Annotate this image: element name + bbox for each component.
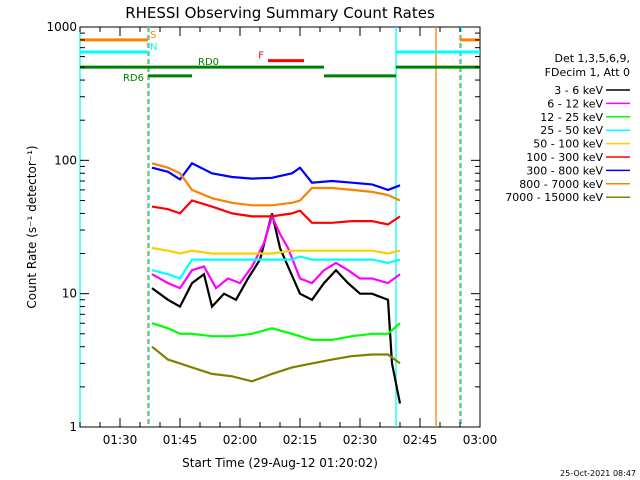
vertical-markers — [79, 27, 462, 427]
y-tick-label: 100 — [54, 153, 77, 167]
series-line — [151, 199, 401, 226]
y-axis: 1 10 100 1000 — [46, 20, 480, 434]
legend-label: 12 - 25 keV — [540, 111, 603, 124]
x-tick-label: 01:30 — [103, 433, 138, 447]
legend-label: 6 - 12 keV — [547, 97, 603, 110]
state-bar-label: F — [258, 51, 264, 62]
legend-title-line-1: Det 1,3,5,6,9, — [554, 52, 630, 65]
legend-label: 300 - 800 keV — [526, 164, 603, 177]
state-bar-label: RD6 — [123, 73, 144, 84]
x-axis: 01:30 01:45 02:00 02:15 02:30 02:45 03:00 — [79, 27, 498, 447]
legend-label: 50 - 100 keV — [533, 138, 603, 151]
series-line — [151, 213, 401, 290]
x-axis-label: Start Time (29-Aug-12 01:20:02) — [182, 456, 378, 470]
y-tick-label: 1000 — [46, 20, 77, 34]
legend: Det 1,3,5,6,9, FDecim 1, Att 0 3 - 6 keV… — [505, 52, 630, 204]
x-tick-label: 01:45 — [163, 433, 198, 447]
series-line — [151, 213, 402, 404]
plot-frame — [79, 26, 481, 428]
legend-title-line-2: FDecim 1, Att 0 — [545, 66, 630, 79]
series-line — [151, 322, 401, 341]
x-tick-label: 02:45 — [403, 433, 438, 447]
y-tick-label: 10 — [62, 287, 77, 301]
series-line — [151, 255, 401, 280]
series-line — [151, 161, 401, 192]
y-tick-label: 1 — [69, 420, 77, 434]
legend-label: 3 - 6 keV — [554, 84, 603, 97]
series-line — [151, 246, 401, 255]
series-line — [151, 345, 401, 383]
x-tick-label: 02:15 — [283, 433, 318, 447]
chart-title: RHESSI Observing Summary Count Rates — [125, 4, 435, 22]
y-axis-label: Count Rate (s⁻¹ detector⁻¹) — [25, 145, 39, 308]
state-bar-label: RD0 — [198, 57, 219, 68]
legend-label: 25 - 50 keV — [540, 124, 603, 137]
series-line — [151, 162, 401, 207]
footer-timestamp: 25-Oct-2021 08:47 — [560, 469, 636, 478]
legend-label: 800 - 7000 keV — [519, 178, 603, 191]
x-tick-label: 02:00 — [223, 433, 258, 447]
series-layer — [151, 161, 402, 404]
legend-label: 7000 - 15000 keV — [505, 191, 603, 204]
plot-area — [79, 26, 481, 428]
state-bars: SN RD0 RD6 F — [80, 30, 480, 84]
x-tick-label: 03:00 — [463, 433, 498, 447]
state-bar-label: N — [150, 42, 157, 53]
x-tick-label: 02:30 — [343, 433, 378, 447]
state-bar-label: S — [150, 30, 156, 41]
legend-label: 100 - 300 keV — [526, 151, 603, 164]
